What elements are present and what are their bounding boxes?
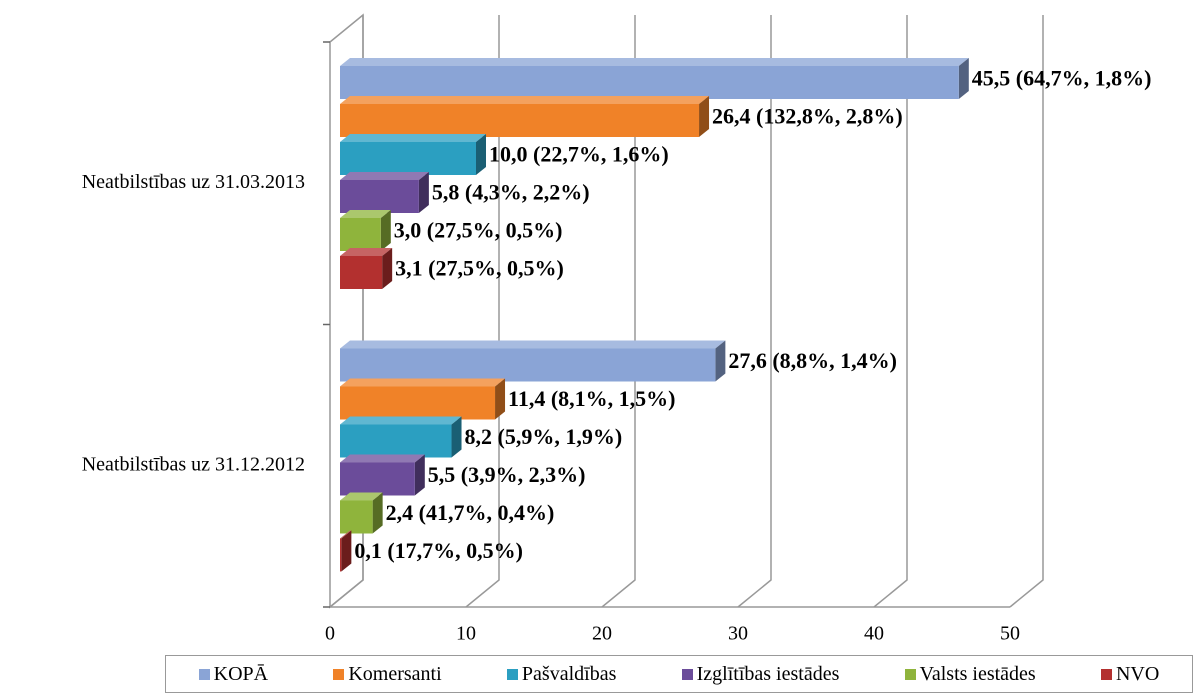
bar-3d <box>340 378 506 420</box>
bar-top <box>340 340 726 349</box>
bar-3d <box>340 248 393 289</box>
data-label: 45,5 (64,7%, 1,8%) <box>972 66 1152 91</box>
grid-line <box>1009 15 1044 608</box>
bar-top <box>340 134 486 142</box>
legend-swatch <box>506 668 518 680</box>
grid-line <box>737 15 772 608</box>
bar-top <box>340 248 393 256</box>
bar-3d <box>340 58 969 99</box>
bar-side <box>380 210 391 251</box>
bar-top <box>340 530 352 539</box>
x-tick-label: 30 <box>728 623 748 645</box>
bar-top <box>340 96 710 104</box>
bar-side <box>382 248 393 289</box>
bar-side <box>715 340 726 382</box>
bar-3d <box>340 454 425 496</box>
bar <box>340 348 716 382</box>
bar-side <box>372 492 383 534</box>
bar-top <box>340 416 462 425</box>
data-label: 0,1 (17,7%, 0,5%) <box>354 538 523 563</box>
bar <box>340 462 415 496</box>
bar-side <box>414 454 425 496</box>
bar-top <box>340 58 969 66</box>
x-tick-label: 20 <box>592 623 612 645</box>
bar-top <box>340 492 383 501</box>
legend-item: Valsts iestādes <box>904 662 1036 686</box>
bar-3d <box>340 340 726 382</box>
grid-line <box>873 15 908 608</box>
legend-label: KOPĀ <box>213 662 269 685</box>
data-label: 3,0 (27,5%, 0,5%) <box>394 218 563 243</box>
data-label: 2,4 (41,7%, 0,4%) <box>386 500 555 525</box>
legend-label: Valsts iestādes <box>919 662 1036 685</box>
bar <box>340 104 700 137</box>
legend-label: Pašvaldības <box>521 662 617 685</box>
bar-side <box>418 172 429 213</box>
x-tick-label: 0 <box>325 623 335 645</box>
grid-line <box>465 15 500 608</box>
bar-side <box>476 134 486 175</box>
legend-swatch <box>333 668 345 680</box>
bar-3d <box>340 96 710 137</box>
bar-side <box>495 378 506 420</box>
legend-label: Komersanti <box>348 662 442 685</box>
legend-swatch <box>198 668 210 680</box>
bar-3d <box>340 492 383 534</box>
bar <box>340 386 496 420</box>
legend-label: NVO <box>1115 662 1160 685</box>
bar <box>340 424 452 458</box>
x-tick-label: 40 <box>864 623 884 645</box>
bar <box>340 218 381 251</box>
bar <box>340 180 419 213</box>
legend-swatch <box>904 668 916 680</box>
data-label: 5,8 (4,3%, 2,2%) <box>432 180 590 205</box>
bar <box>340 500 373 534</box>
legend-swatch <box>681 668 693 680</box>
bar-3d <box>340 172 429 213</box>
legend-label: Izglītības iestādes <box>696 662 840 685</box>
legend-item: NVO <box>1100 662 1160 686</box>
bar-3d <box>340 530 352 572</box>
bar <box>340 142 476 175</box>
legend-item: KOPĀ <box>198 662 269 686</box>
legend-item: Izglītības iestādes <box>681 662 840 686</box>
bar-top <box>340 454 425 463</box>
x-tick-label: 50 <box>1000 623 1020 645</box>
bar-top <box>340 210 391 218</box>
bar <box>340 538 342 572</box>
bar-top <box>340 378 506 387</box>
bar-side <box>341 530 352 572</box>
legend-item: Komersanti <box>333 662 442 686</box>
category-label: Neatbilstības uz 31.03.2013 <box>82 171 305 193</box>
data-label: 26,4 (132,8%, 2,8%) <box>712 104 903 129</box>
bar-side <box>451 416 462 458</box>
data-label: 27,6 (8,8%, 1,4%) <box>728 348 897 373</box>
legend-item: Pašvaldības <box>506 662 617 686</box>
data-label: 5,5 (3,9%, 2,3%) <box>428 462 586 487</box>
data-label: 11,4 (8,1%, 1,5%) <box>508 386 675 411</box>
data-label: 8,2 (5,9%, 1,9%) <box>465 424 623 449</box>
x-tick-label: 10 <box>456 623 476 645</box>
category-label: Neatbilstības uz 31.12.2012 <box>82 453 305 475</box>
bar <box>340 66 959 99</box>
legend: KOPĀ Komersanti Pašvaldības Izglītības iest… <box>165 655 1193 693</box>
legend-swatch <box>1100 668 1112 680</box>
bar-side <box>958 58 969 99</box>
bar-3d <box>340 210 391 251</box>
bar-top <box>340 172 429 180</box>
bar-3d <box>340 416 462 458</box>
data-label: 3,1 (27,5%, 0,5%) <box>395 256 564 281</box>
grid-line <box>601 15 636 608</box>
data-label: 10,0 (22,7%, 1,6%) <box>489 142 669 167</box>
bar-3d <box>340 134 486 175</box>
bar <box>340 256 383 289</box>
bar-side <box>699 96 710 137</box>
